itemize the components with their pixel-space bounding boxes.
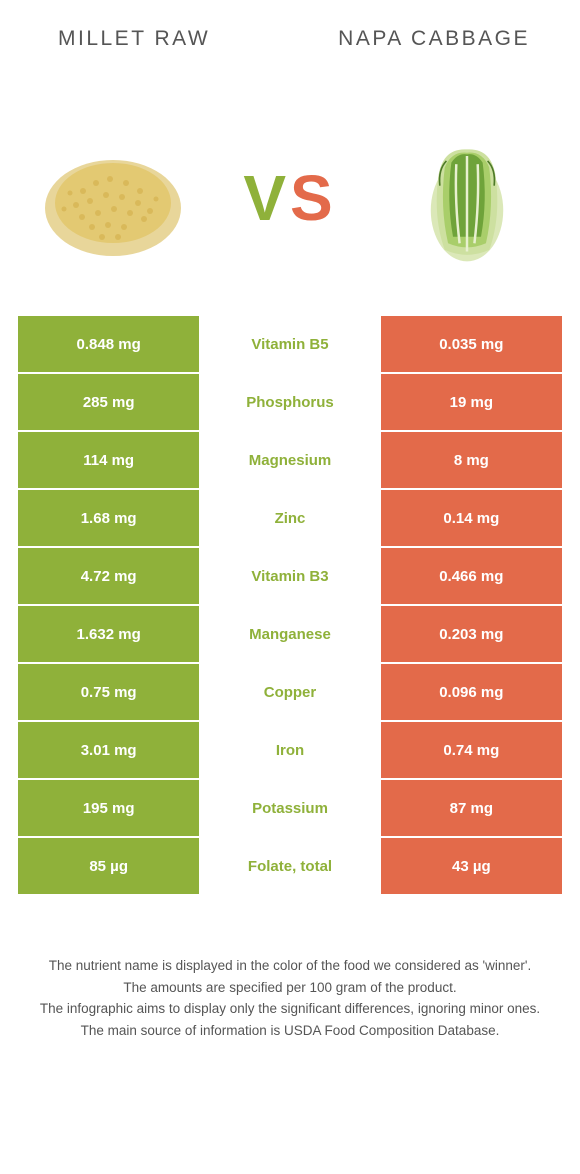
footnote-line: The infographic aims to display only the… — [36, 999, 544, 1019]
cell-left-value: 0.848 mg — [18, 316, 199, 372]
cell-right-value: 43 µg — [381, 838, 562, 894]
table-row: 0.848 mgVitamin B50.035 mg — [18, 316, 562, 374]
table-row: 1.632 mgManganese0.203 mg — [18, 606, 562, 664]
header: Millet raw Napa cabbage — [0, 0, 580, 96]
table-row: 4.72 mgVitamin B30.466 mg — [18, 548, 562, 606]
table-row: 85 µgFolate, total43 µg — [18, 838, 562, 896]
cell-nutrient-name: Iron — [199, 722, 380, 778]
cell-left-value: 85 µg — [18, 838, 199, 894]
table-row: 114 mgMagnesium8 mg — [18, 432, 562, 490]
cell-nutrient-name: Copper — [199, 664, 380, 720]
cell-nutrient-name: Magnesium — [199, 432, 380, 488]
cell-nutrient-name: Potassium — [199, 780, 380, 836]
cell-left-value: 0.75 mg — [18, 664, 199, 720]
cell-nutrient-name: Folate, total — [199, 838, 380, 894]
footnote-line: The main source of information is USDA F… — [36, 1021, 544, 1041]
cell-nutrient-name: Vitamin B5 — [199, 316, 380, 372]
cell-right-value: 0.14 mg — [381, 490, 562, 546]
cell-left-value: 1.632 mg — [18, 606, 199, 662]
cell-right-value: 8 mg — [381, 432, 562, 488]
table-row: 0.75 mgCopper0.096 mg — [18, 664, 562, 722]
cell-right-value: 0.74 mg — [381, 722, 562, 778]
cell-right-value: 19 mg — [381, 374, 562, 430]
cell-left-value: 195 mg — [18, 780, 199, 836]
food-left-title: Millet raw — [46, 26, 294, 52]
food-right-title: Napa cabbage — [294, 26, 534, 52]
cell-right-value: 0.203 mg — [381, 606, 562, 662]
table-row: 285 mgPhosphorus19 mg — [18, 374, 562, 432]
footnote-line: The amounts are specified per 100 gram o… — [36, 978, 544, 998]
cell-nutrient-name: Manganese — [199, 606, 380, 662]
cell-nutrient-name: Phosphorus — [199, 374, 380, 430]
cell-left-value: 114 mg — [18, 432, 199, 488]
cell-nutrient-name: Zinc — [199, 490, 380, 546]
images-row: VS — [0, 96, 580, 316]
cell-right-value: 0.466 mg — [381, 548, 562, 604]
vs-v: V — [243, 162, 290, 234]
vs-label: VS — [243, 166, 336, 230]
vs-s: S — [290, 162, 337, 234]
table-row: 3.01 mgIron0.74 mg — [18, 722, 562, 780]
table-row: 195 mgPotassium87 mg — [18, 780, 562, 838]
food-right-image — [382, 113, 552, 283]
footnotes: The nutrient name is displayed in the co… — [0, 896, 580, 1040]
table-row: 1.68 mgZinc0.14 mg — [18, 490, 562, 548]
cell-left-value: 3.01 mg — [18, 722, 199, 778]
cell-right-value: 0.035 mg — [381, 316, 562, 372]
cell-nutrient-name: Vitamin B3 — [199, 548, 380, 604]
nutrient-table: 0.848 mgVitamin B50.035 mg285 mgPhosphor… — [0, 316, 580, 896]
cell-left-value: 4.72 mg — [18, 548, 199, 604]
cell-right-value: 87 mg — [381, 780, 562, 836]
cell-left-value: 285 mg — [18, 374, 199, 430]
cell-right-value: 0.096 mg — [381, 664, 562, 720]
footnote-line: The nutrient name is displayed in the co… — [36, 956, 544, 976]
cell-left-value: 1.68 mg — [18, 490, 199, 546]
food-left-image — [28, 113, 198, 283]
